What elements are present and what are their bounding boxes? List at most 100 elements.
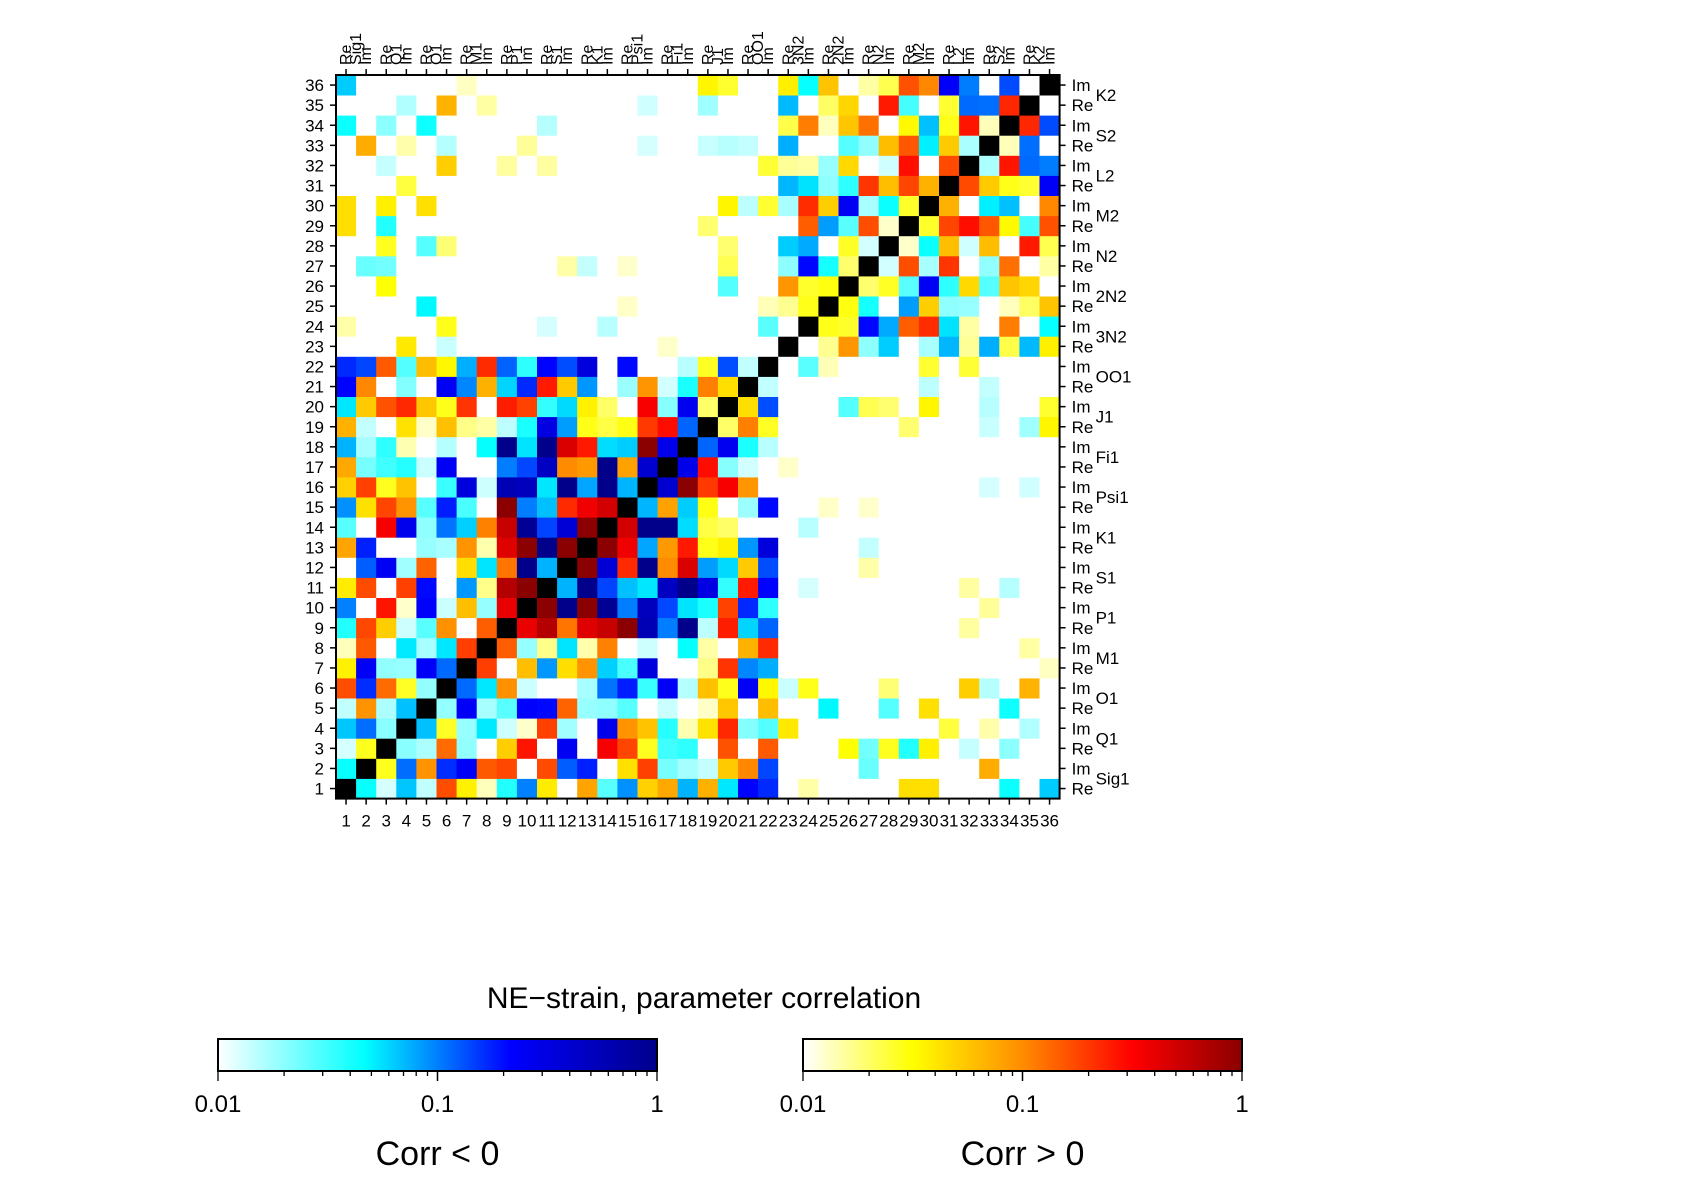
heatmap-cell [1039,215,1060,237]
heatmap-cell [1039,577,1060,598]
heatmap-cell [436,296,457,317]
heatmap-cell [597,497,618,518]
heatmap-cell [356,456,377,478]
heatmap-cell [858,456,880,478]
heatmap-cell [738,356,759,377]
heatmap-cell [657,778,679,799]
heatmap-cell [898,376,920,397]
heatmap-cell [657,396,679,418]
heatmap-cell [838,577,859,598]
heatmap-cell [697,597,719,619]
heatmap-cell [537,617,558,639]
heatmap-cell [798,678,819,699]
heatmap-cell [717,396,739,418]
heatmap-cell [657,678,679,699]
heatmap-cell [537,135,558,156]
heatmap-cell [637,758,658,779]
heatmap-cell [999,376,1020,397]
heatmap-cell [356,637,377,659]
heatmap-cell [758,557,779,578]
heatmap-cell [416,497,437,518]
heatmap-cell [758,637,779,659]
heatmap-cell [959,115,980,136]
heatmap-cell [959,336,980,357]
right-constituent-label: M1 [1096,649,1120,668]
heatmap-cell [637,577,658,598]
heatmap-cell [858,698,880,719]
right-constituent-label: K1 [1096,528,1117,547]
heatmap-cell [677,778,699,799]
right-parameter-label: Im [1072,237,1091,256]
heatmap-cell [778,456,799,478]
heatmap-cell [416,718,437,739]
x-tick-label: 23 [779,812,798,831]
heatmap-cell [456,718,478,739]
heatmap-cell [396,376,417,397]
heatmap-cell [858,537,880,558]
heatmap-cell [738,195,759,217]
heatmap-cell [356,477,377,498]
heatmap-cell [416,678,437,699]
heatmap-cell [738,718,759,739]
heatmap-cell [778,517,799,538]
heatmap-cell [496,396,518,418]
heatmap-cell [336,195,357,217]
heatmap-cell [476,718,498,739]
heatmap-cell [436,698,457,719]
heatmap-cell [376,416,397,438]
heatmap-cell [496,537,518,558]
heatmap-cell [898,517,920,538]
heatmap-cell [999,95,1020,116]
heatmap-cell [798,416,819,438]
heatmap-cell [959,657,980,679]
heatmap-cell [758,678,779,699]
heatmap-cell [557,276,578,297]
heatmap-cell [918,657,940,679]
heatmap-cell [979,175,1000,196]
top-parameter-label: Re [338,44,355,65]
heatmap-cell [898,537,920,558]
heatmap-cell [436,235,457,257]
heatmap-cell [396,477,417,498]
heatmap-cell [617,517,638,538]
heatmap-cell [617,497,638,518]
heatmap-cell [456,416,478,438]
heatmap-cell [758,517,779,538]
heatmap-cell [697,75,719,96]
right-parameter-label: Re [1072,217,1094,236]
heatmap-cell [738,557,759,578]
heatmap-cell [336,597,357,619]
heatmap-cell [657,135,679,156]
heatmap-cell [979,637,1000,659]
heatmap-cell [738,175,759,196]
heatmap-cell [516,517,538,538]
colorbar-negative: Corr < 0 0.01 0.1 1 [195,1038,664,1173]
heatmap-cell [999,416,1020,438]
heatmap-cell [999,617,1020,639]
heatmap-cell [858,376,880,397]
heatmap-cell [717,678,739,699]
heatmap-cell [637,276,658,297]
top-constituent-label: N2 [871,44,888,65]
right-parameter-label: Re [1072,257,1094,276]
heatmap-cell [577,436,598,458]
heatmap-cell [939,135,960,156]
heatmap-cell [557,657,578,679]
heatmap-cell [818,678,839,699]
heatmap-cell [979,758,1000,779]
heatmap-cell [778,698,799,719]
heatmap-cell [456,577,478,598]
heatmap-cell [376,497,397,518]
heatmap-cell [557,235,578,257]
heatmap-cell [476,276,498,297]
heatmap-cell [1039,255,1060,277]
heatmap-cell [476,95,498,116]
heatmap-cell [496,296,518,317]
heatmap-cell [376,637,397,659]
heatmap-cell [416,195,437,217]
heatmap-cell [758,477,779,498]
heatmap-cell [677,497,699,518]
heatmap-cell [818,135,839,156]
heatmap-cell [597,416,618,438]
heatmap-cell [878,155,900,176]
